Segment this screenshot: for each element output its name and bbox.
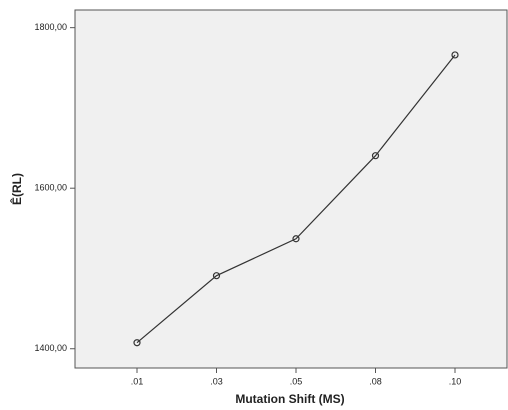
- x-tick-label: .03: [210, 376, 223, 386]
- marker: [212, 272, 221, 280]
- y-tick-label: 1600,00: [34, 183, 67, 193]
- marker: [371, 152, 380, 160]
- x-axis-title: Mutation Shift (MS): [235, 392, 344, 406]
- x-tick-label: .05: [290, 376, 303, 386]
- y-tick-label: 1400,00: [34, 343, 67, 353]
- marker: [292, 235, 300, 243]
- marker: [133, 339, 141, 347]
- x-tick-label: .10: [449, 376, 462, 386]
- plot-area: [74, 9, 508, 369]
- y-tick-label: 1800,00: [34, 22, 67, 32]
- y-axis-title: Ê(RL): [9, 173, 24, 205]
- x-tick-label: .08: [369, 376, 382, 386]
- x-tick-label: .01: [131, 376, 144, 386]
- marker: [451, 51, 459, 59]
- line: [136, 54, 456, 344]
